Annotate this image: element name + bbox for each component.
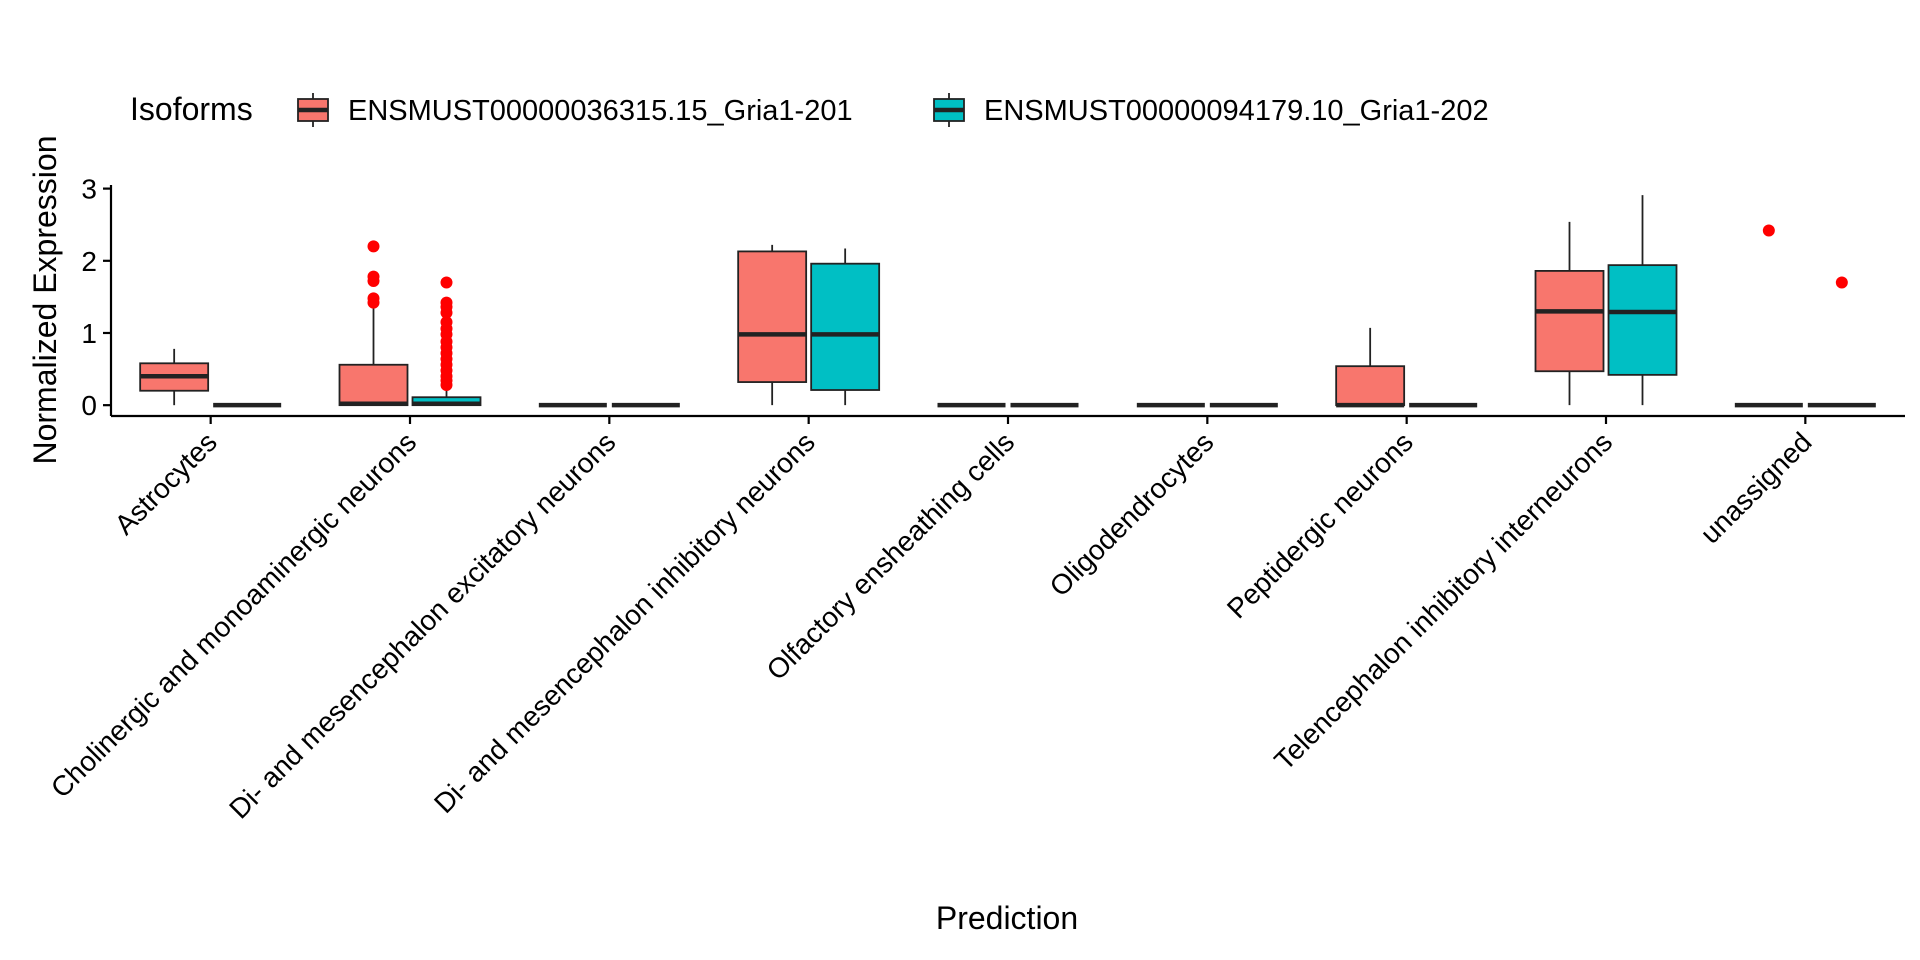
- legend-key-isoform-202: [933, 93, 965, 127]
- box-series-0-cat-8: [1734, 224, 1803, 408]
- box: [338, 363, 409, 407]
- box: [1534, 270, 1605, 373]
- y-tick-label-3: 3: [81, 174, 97, 205]
- x-tick-label-1: Cholinergic and monoaminergic neurons: [45, 426, 422, 803]
- legend-key-isoform-201: [297, 93, 329, 127]
- box-series-0-cat-3: [737, 244, 808, 406]
- x-tick-label-2: Di- and mesencephalon excitatory neurons: [223, 426, 621, 824]
- y-tick-label-0: 0: [81, 390, 97, 421]
- legend: Isoforms ENSMUST00000036315.15_Gria1-201…: [130, 91, 1489, 127]
- box-series-0-cat-1: [338, 240, 409, 407]
- box: [1607, 264, 1678, 376]
- x-tick-label-0: Astrocytes: [109, 426, 223, 540]
- legend-label-isoform-201: ENSMUST00000036315.15_Gria1-201: [348, 95, 853, 127]
- outlier-point: [367, 240, 380, 253]
- outlier-point: [1762, 224, 1775, 237]
- y-axis-ticks: 0 1 2 3: [81, 174, 111, 421]
- plot-area: [139, 195, 1876, 408]
- outlier-point: [1835, 276, 1848, 289]
- box: [1335, 365, 1406, 407]
- x-axis-title: Prediction: [936, 900, 1078, 936]
- outlier-point: [367, 270, 380, 283]
- x-tick-label-3: Di- and mesencephalon inhibitory neurons: [428, 426, 821, 819]
- series-0: [139, 221, 1803, 408]
- x-tick-label-6: Peptidergic neurons: [1221, 426, 1419, 624]
- box-series-1-cat-7: [1607, 195, 1678, 406]
- outlier-point: [440, 296, 453, 309]
- legend-label-isoform-202: ENSMUST00000094179.10_Gria1-202: [984, 95, 1489, 127]
- y-tick-label-1: 1: [81, 318, 97, 349]
- legend-title: Isoforms: [130, 91, 253, 127]
- outlier-point: [440, 316, 453, 329]
- box-series-1-cat-3: [810, 248, 881, 406]
- y-tick-label-2: 2: [81, 246, 97, 277]
- outlier-point: [440, 276, 453, 289]
- box-series-1-cat-1: [411, 276, 482, 407]
- box-series-0-cat-6: [1335, 327, 1406, 408]
- box-series-0-cat-0: [139, 348, 210, 406]
- x-tick-label-7: Telencephalon inhibitory interneurons: [1268, 426, 1618, 776]
- y-axis-title: Normalized Expression: [27, 135, 63, 464]
- box-series-0-cat-7: [1534, 221, 1605, 406]
- series-1: [213, 195, 1876, 408]
- box: [737, 250, 808, 383]
- box-series-1-cat-8: [1807, 276, 1876, 408]
- x-tick-label-8: unassigned: [1694, 426, 1817, 549]
- x-tick-label-5: Oligodendrocytes: [1044, 426, 1220, 602]
- box: [810, 262, 881, 391]
- outlier-point: [367, 292, 380, 305]
